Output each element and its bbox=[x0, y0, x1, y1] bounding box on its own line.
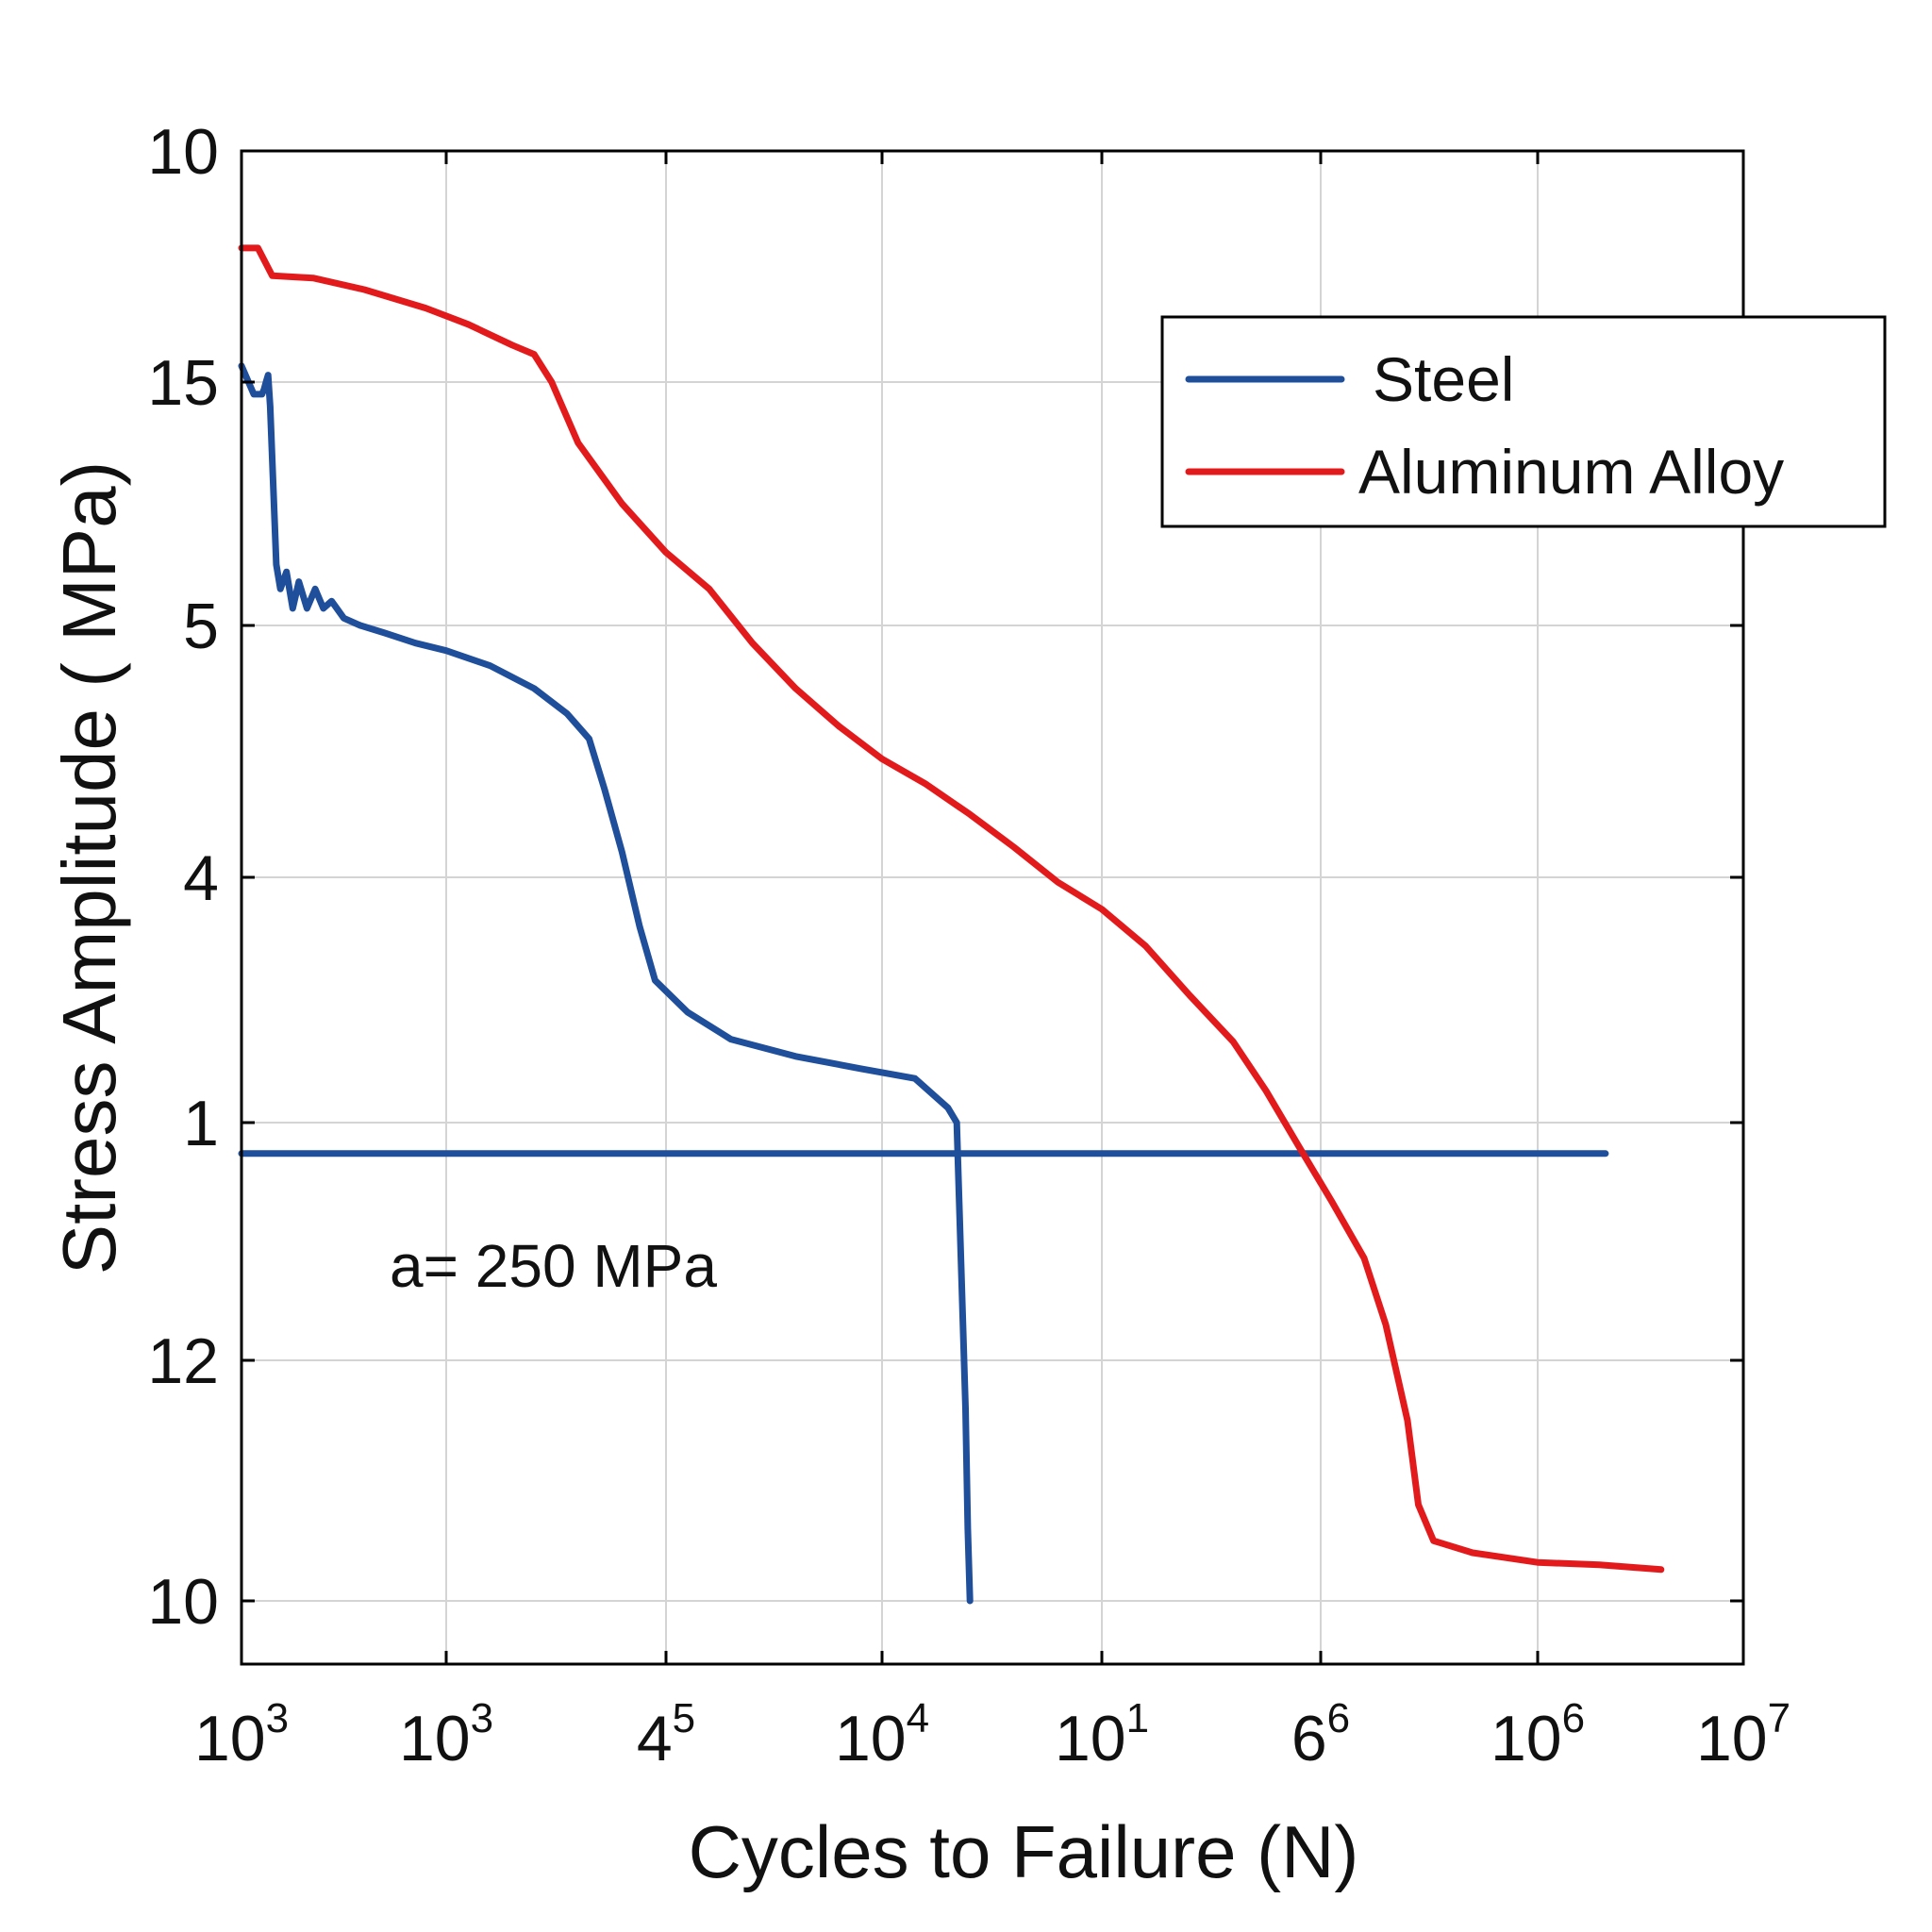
y-tick-label: 12 bbox=[147, 1325, 219, 1397]
steel-curve bbox=[238, 362, 974, 1605]
y-axis-label: Stress Amplitude ( MPa) bbox=[47, 461, 131, 1275]
x-axis-label: Cycles to Failure (N) bbox=[689, 1810, 1359, 1893]
x-tick-label: 106 bbox=[1491, 1695, 1585, 1774]
y-tick-label: 1 bbox=[183, 1088, 219, 1159]
x-tick-label: 45 bbox=[637, 1695, 695, 1774]
x-tick-label: 104 bbox=[835, 1695, 929, 1774]
legend-box bbox=[1160, 315, 1887, 528]
x-tick-label: 107 bbox=[1696, 1695, 1790, 1774]
legend: Steel Aluminum Alloy bbox=[1160, 315, 1887, 528]
plot-frame bbox=[240, 149, 1745, 1666]
y-tick-label: 4 bbox=[183, 842, 219, 914]
series-lines bbox=[238, 244, 1665, 1605]
y-tick-label: 5 bbox=[183, 591, 219, 662]
aluminum-alloy-curve bbox=[238, 244, 1665, 1574]
legend-label-aluminum: Aluminum Alloy bbox=[1358, 437, 1784, 507]
y-tick-label: 10 bbox=[147, 1566, 219, 1638]
x-tick-label: 103 bbox=[399, 1695, 493, 1774]
x-tick-label: 101 bbox=[1055, 1695, 1149, 1774]
tick-marks bbox=[240, 149, 1745, 1664]
legend-label-steel: Steel bbox=[1373, 344, 1514, 414]
annotation-text: a= 250 MPa bbox=[390, 1232, 717, 1300]
y-tick-label: 15 bbox=[147, 347, 219, 419]
x-tick-label: 103 bbox=[194, 1695, 289, 1774]
y-tick-label: 10 bbox=[147, 116, 219, 188]
x-tick-label: 66 bbox=[1291, 1695, 1350, 1774]
